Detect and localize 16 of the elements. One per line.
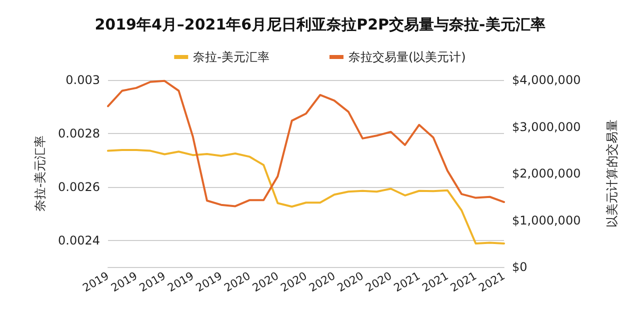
y-tick-label: 0.0026 [58,180,100,194]
y2-tick-label: $0 [512,260,528,274]
y2-tick-label: $4,000,000 [512,73,581,87]
legend-label: 奈拉-美元汇率 [193,50,270,64]
line-series [107,148,505,244]
y2-tick-label: $3,000,000 [512,120,581,134]
y-tick-label: 0.0024 [58,233,100,248]
legend-label: 奈拉交易量(以美元计) [348,50,466,64]
y2-axis-title: 以美元计算的交易量 [605,120,619,228]
y-tick-label: 0.0028 [58,126,100,140]
chart-title: 2019年4月–2021年6月尼日利亚奈拉P2P交易量与奈拉-美元汇率 [94,16,546,34]
y-axis-title: 奈拉-美元汇率 [33,135,47,212]
y2-tick-label: $1,000,000 [512,213,581,228]
line-series [107,80,505,208]
y-tick-label: 0.003 [66,73,100,87]
y2-tick-label: $2,000,000 [512,166,581,180]
